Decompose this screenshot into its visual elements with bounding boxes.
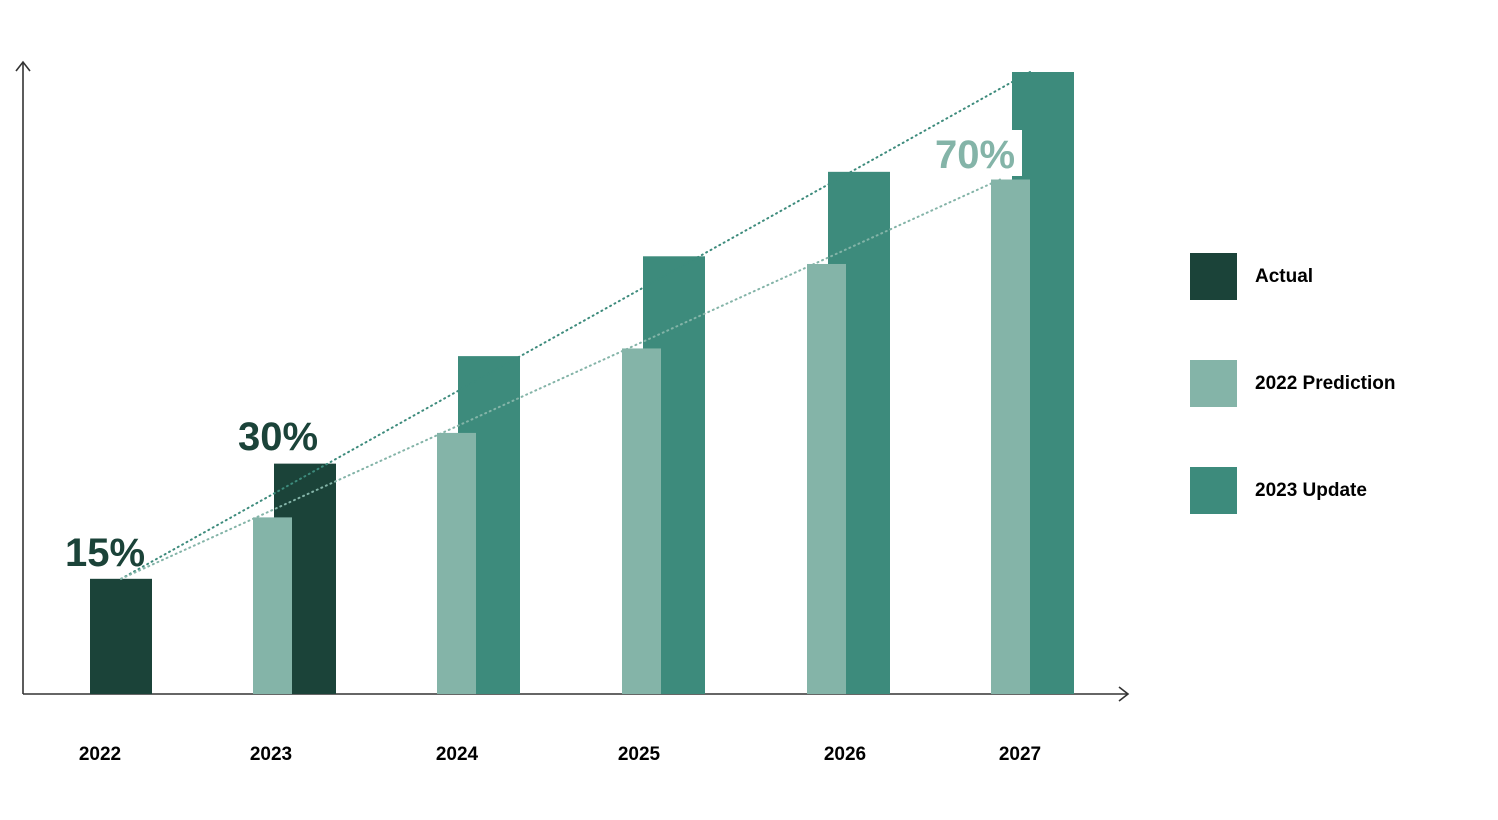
x-tick-label-2026: 2026: [824, 744, 866, 765]
bars: [90, 72, 1074, 695]
trend-line-2023-update: [120, 71, 1031, 580]
value-annotation-2022: 15%: [65, 531, 145, 575]
value-annotation-2023: 30%: [238, 415, 318, 459]
bar-actual-2022: [90, 578, 152, 694]
legend-item-2023-update: 2023 Update: [1190, 467, 1490, 514]
bar-2022-prediction-2026: [807, 263, 846, 694]
legend-label-actual: Actual: [1255, 266, 1314, 287]
trend-lines: [120, 71, 1031, 580]
legend-label-2023-update: 2023 Update: [1255, 480, 1367, 501]
y-axis-arrow: [15, 60, 31, 72]
x-tick-label-2025: 2025: [618, 744, 661, 765]
legend-swatch-actual: [1190, 253, 1237, 300]
x-tick-label-2022: 2022: [79, 744, 121, 765]
bar-2022-prediction-2023: [253, 517, 292, 694]
x-axis-arrow: [1118, 686, 1130, 702]
legend-label-2022-prediction: 2022 Prediction: [1255, 373, 1396, 394]
value-annotation-2027: 70%: [935, 133, 1015, 177]
x-tick-label-2024: 2024: [436, 744, 479, 765]
legend-item-actual: Actual: [1190, 253, 1490, 300]
bar-2022-prediction-2024: [437, 432, 476, 694]
annotation-backdrop-2027: [928, 130, 1022, 176]
x-tick-label-2027: 2027: [999, 744, 1041, 765]
legend-swatch-2023-update: [1190, 467, 1237, 514]
legend-item-2022-prediction: 2022 Prediction: [1190, 360, 1490, 407]
trend-line-2022-prediction: [120, 178, 1001, 580]
x-tick-labels: 2022 2023 2024 2025 2026 2027: [79, 744, 1041, 765]
x-tick-label-2023: 2023: [250, 744, 292, 765]
legend-swatch-2022-prediction: [1190, 360, 1237, 407]
value-annotations: 15% 30% 70%: [65, 130, 1022, 575]
bar-2022-prediction-2027: [991, 179, 1030, 695]
bar-2022-prediction-2025: [622, 348, 661, 694]
axes: [15, 60, 1130, 702]
